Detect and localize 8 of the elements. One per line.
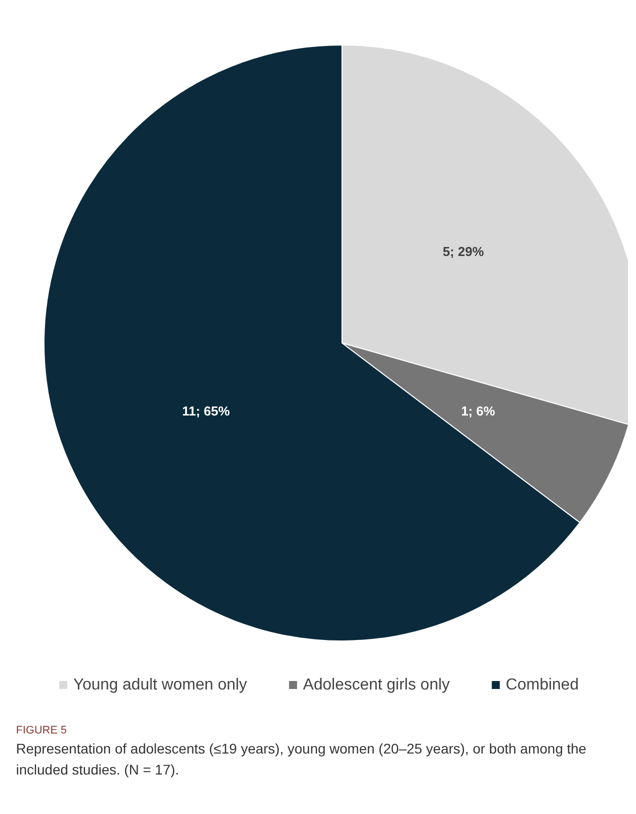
data-label: 5; 29% <box>442 244 484 259</box>
legend-label: Combined <box>506 676 579 694</box>
text: Representation of adolescents (≤19 years), young women (20–25 years), or both among the included studies. (N = 17). <box>16 740 590 778</box>
caption: FIGURE 5 <box>16 724 67 736</box>
data-label: 1; 6% <box>461 403 496 418</box>
legend-label: Young adult women only <box>73 676 248 694</box>
data-label: 11; 65% <box>182 403 230 418</box>
legend-label: Adolescent girls only <box>303 676 450 694</box>
